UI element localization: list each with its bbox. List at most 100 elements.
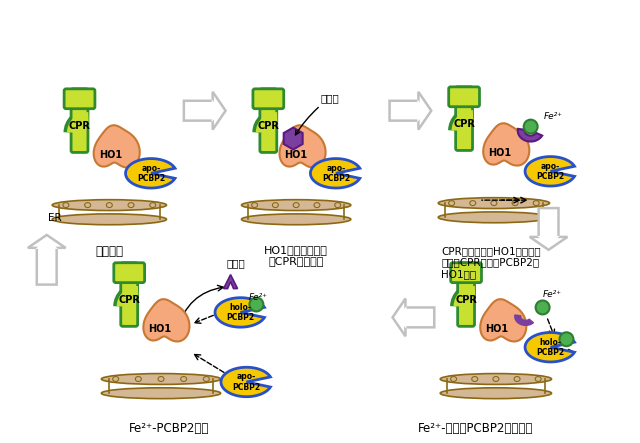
Ellipse shape [101,373,221,385]
Ellipse shape [440,373,552,385]
Ellipse shape [512,201,518,206]
Text: holo-
PCBP2: holo- PCBP2 [227,303,255,322]
FancyBboxPatch shape [253,89,284,109]
Text: Fe²⁺-转移至PCBP2与其结合: Fe²⁺-转移至PCBP2与其结合 [419,422,534,435]
Text: HO1: HO1 [285,151,308,160]
Circle shape [524,120,538,133]
Ellipse shape [241,214,351,225]
Circle shape [536,300,550,315]
Text: HO1: HO1 [99,151,122,160]
Ellipse shape [438,198,550,209]
Text: ER: ER [48,213,61,223]
Polygon shape [93,125,140,167]
Text: CPR: CPR [68,120,90,131]
Ellipse shape [158,377,164,381]
Text: apo-
PCBP2: apo- PCBP2 [137,163,165,183]
Polygon shape [143,299,189,342]
Ellipse shape [241,200,351,210]
Ellipse shape [470,201,476,206]
Polygon shape [525,333,575,362]
Ellipse shape [472,377,477,381]
Polygon shape [392,299,435,336]
FancyBboxPatch shape [451,263,481,283]
Ellipse shape [113,377,118,381]
Polygon shape [189,99,221,122]
Polygon shape [215,298,264,327]
Polygon shape [28,235,66,284]
Ellipse shape [533,201,539,206]
Circle shape [559,332,573,346]
Text: CPR: CPR [455,295,477,304]
Text: 稳定状态: 稳定状态 [95,245,124,258]
Polygon shape [483,123,529,166]
Polygon shape [223,275,237,288]
Polygon shape [280,125,326,167]
Text: holo-
PCBP2: holo- PCBP2 [536,338,564,357]
Text: Fe²⁺-PCBP2释放: Fe²⁺-PCBP2释放 [129,422,209,435]
Text: HO1: HO1 [485,324,508,334]
Text: CPR: CPR [257,120,279,131]
Ellipse shape [535,377,541,381]
Text: apo-
PCBP2: apo- PCBP2 [232,372,260,392]
Polygon shape [530,208,568,250]
Circle shape [250,298,263,311]
FancyBboxPatch shape [260,89,276,152]
Polygon shape [35,240,58,280]
Ellipse shape [335,202,340,208]
Polygon shape [125,159,175,188]
Polygon shape [390,92,431,130]
Ellipse shape [451,377,456,381]
Text: apo-
PCBP2: apo- PCBP2 [536,162,564,181]
Ellipse shape [491,201,497,206]
Ellipse shape [180,377,187,381]
Ellipse shape [493,377,499,381]
Polygon shape [525,156,575,186]
FancyBboxPatch shape [458,263,474,326]
Ellipse shape [63,202,69,208]
Ellipse shape [293,202,299,208]
Ellipse shape [136,377,141,381]
Text: apo-
PCBP2: apo- PCBP2 [322,163,350,183]
Ellipse shape [314,202,320,208]
Text: 血红素: 血红素 [296,93,339,135]
Ellipse shape [514,377,520,381]
Text: 胆绳素: 胆绳素 [226,258,245,268]
Text: CPR将电子赠予HO1、血红素
降解、CPR释放、PCBP2与
HO1结合: CPR将电子赠予HO1、血红素 降解、CPR释放、PCBP2与 HO1结合 [441,246,541,279]
Ellipse shape [106,202,112,208]
Polygon shape [184,92,225,130]
Ellipse shape [449,201,454,206]
Text: CPR: CPR [453,119,475,128]
Ellipse shape [440,388,552,399]
Polygon shape [537,213,560,245]
Ellipse shape [438,212,550,223]
Polygon shape [221,367,271,397]
FancyBboxPatch shape [64,89,95,109]
Ellipse shape [52,214,166,225]
Polygon shape [518,129,542,142]
Text: Fe²⁺: Fe²⁺ [543,290,562,299]
Ellipse shape [52,200,166,210]
Ellipse shape [150,202,156,208]
Polygon shape [310,159,360,188]
Text: HO1: HO1 [148,324,172,334]
FancyBboxPatch shape [114,263,145,283]
FancyBboxPatch shape [456,87,472,151]
Polygon shape [394,99,426,122]
Ellipse shape [273,202,278,208]
Text: HO1: HO1 [488,148,511,159]
Text: HO1结合血红素后
与CPR紧密结合: HO1结合血红素后 与CPR紧密结合 [264,245,328,266]
Polygon shape [480,299,526,342]
FancyBboxPatch shape [71,89,88,152]
Ellipse shape [128,202,134,208]
FancyBboxPatch shape [121,263,138,326]
Polygon shape [284,128,303,149]
Text: Fe²⁺: Fe²⁺ [543,112,563,121]
Text: CPR: CPR [118,295,140,304]
Ellipse shape [84,202,91,208]
Ellipse shape [204,377,209,381]
Ellipse shape [101,388,221,399]
Ellipse shape [252,202,257,208]
Polygon shape [397,306,429,329]
Polygon shape [515,315,533,325]
FancyBboxPatch shape [449,87,479,107]
